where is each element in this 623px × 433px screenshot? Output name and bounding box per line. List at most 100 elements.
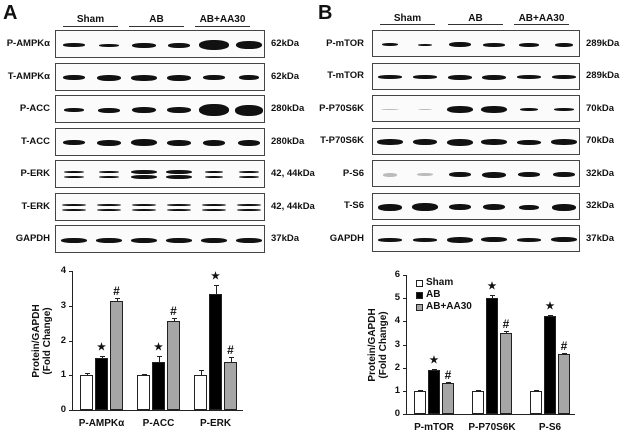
protein-band	[412, 203, 438, 211]
error-bar-cap	[432, 368, 437, 370]
y-axis-label-line1: Protein/GAPDH	[367, 307, 378, 382]
error-bar-cap	[228, 356, 234, 358]
protein-band	[517, 75, 541, 79]
error-bar-cap	[418, 389, 423, 391]
molecular-weight-label: 62kDa	[271, 38, 299, 49]
y-tick	[69, 305, 72, 307]
protein-band	[166, 74, 191, 81]
group-label-ab-aa30: AB+AA30	[518, 13, 565, 24]
significance-hash: #	[560, 339, 568, 354]
protein-band	[446, 236, 473, 243]
significance-star: ★	[545, 301, 555, 313]
error-bar-cap	[99, 356, 105, 358]
group-line	[129, 26, 184, 27]
protein-band	[165, 175, 192, 179]
protein-band	[236, 203, 261, 206]
molecular-weight-label: 70kDa	[586, 135, 614, 146]
y-tick-label: 4	[60, 265, 66, 276]
bar-sham	[530, 390, 542, 414]
protein-band	[483, 42, 506, 47]
x-category-label: P-ACC	[142, 418, 175, 429]
protein-band	[60, 237, 87, 243]
x-category-label: P-S6	[538, 422, 562, 433]
protein-band	[377, 139, 404, 145]
y-tick-label: 3	[60, 299, 66, 311]
blot-image	[55, 95, 265, 123]
error-bar	[215, 284, 217, 294]
error-bar-cap	[84, 373, 90, 375]
group-label-ab: AB	[468, 13, 483, 24]
error-bar-cap	[198, 369, 204, 371]
legend-swatch	[416, 291, 423, 299]
error-bar-cap	[548, 315, 553, 317]
protein-band	[482, 74, 507, 80]
legend-label: AB	[426, 289, 441, 300]
y-tick-label: 1	[394, 384, 400, 396]
protein-band	[413, 75, 437, 79]
y-axis	[406, 275, 407, 414]
protein-band	[234, 104, 263, 116]
protein-band	[95, 237, 122, 243]
protein-band	[166, 208, 191, 211]
protein-band	[130, 175, 157, 179]
blot-label: P-ERK	[20, 168, 50, 179]
y-tick	[403, 367, 406, 369]
bar-ab	[209, 293, 222, 410]
x-category-label: P-mTOR	[414, 422, 454, 433]
y-tick-label: 1	[60, 369, 66, 381]
significance-star: ★	[97, 342, 106, 354]
y-axis-label: Protein/GAPDH (Fold Change)	[31, 304, 53, 377]
protein-band	[235, 237, 262, 243]
y-tick	[403, 344, 406, 346]
legend-swatch	[416, 303, 423, 311]
protein-band	[131, 203, 156, 206]
bar-ab-aa30	[224, 362, 237, 410]
protein-band	[447, 74, 472, 80]
blot-label: T-mTOR	[327, 70, 364, 81]
protein-band	[62, 140, 85, 145]
protein-band	[378, 75, 403, 79]
bar-ab-aa30	[167, 321, 180, 410]
protein-band	[519, 42, 539, 47]
y-axis-label: Protein/GAPDH (Fold Change)	[367, 308, 389, 381]
bar-ab-aa30	[442, 382, 454, 414]
molecular-weight-label: 37kDa	[586, 232, 614, 244]
blot-label: T-ERK	[21, 200, 51, 212]
protein-band	[130, 170, 157, 174]
legend-item: Sham	[416, 277, 472, 289]
y-tick	[69, 375, 72, 377]
protein-band	[63, 176, 84, 178]
significance-hash: #	[444, 367, 452, 382]
significance-hash: #	[227, 342, 234, 357]
group-line	[380, 24, 435, 25]
protein-band	[550, 237, 577, 242]
y-tick-label: 2	[394, 361, 400, 373]
blot-image	[55, 225, 265, 253]
protein-band	[483, 204, 506, 210]
blot-label: P-S6	[342, 167, 364, 179]
protein-band	[63, 108, 84, 112]
y-tick-label: 6	[394, 269, 400, 280]
error-bar	[116, 298, 118, 301]
protein-band	[413, 139, 437, 145]
protein-band	[520, 108, 538, 111]
protein-band	[96, 208, 121, 211]
protein-band	[238, 176, 259, 178]
protein-band	[62, 43, 85, 47]
protein-band	[383, 172, 398, 177]
significance-hash: #	[113, 284, 120, 299]
protein-band	[96, 203, 121, 206]
protein-band	[481, 139, 508, 145]
error-bar-cap	[534, 389, 539, 391]
protein-band	[551, 203, 576, 211]
error-bar	[158, 355, 160, 363]
blot-image	[55, 192, 265, 221]
protein-band	[550, 139, 577, 145]
protein-band	[446, 106, 473, 113]
error-bar-cap	[156, 355, 162, 357]
blot-label: P-P70S6K	[319, 102, 364, 114]
error-bar-cap	[562, 353, 567, 355]
y-tick	[403, 390, 406, 392]
group-label-sham: Sham	[76, 14, 105, 25]
molecular-weight-label: 42, 44kDa	[271, 200, 315, 212]
